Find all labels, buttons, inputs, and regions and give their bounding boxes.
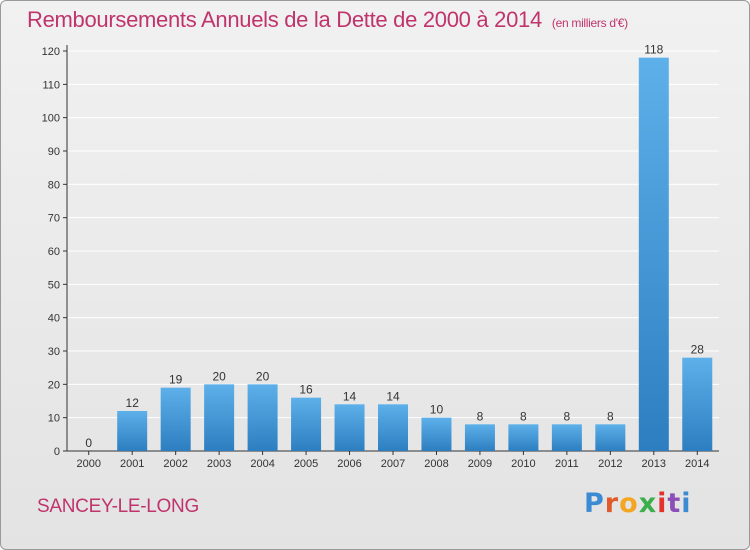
logo-letter: i	[657, 488, 668, 519]
x-tick-label-2007: 2007	[381, 458, 405, 470]
y-tick-label: 60	[48, 246, 60, 258]
bar-2014	[682, 357, 713, 451]
chart-title-text: Remboursements Annuels de la Dette de 20…	[27, 7, 542, 32]
logo-letter: x	[638, 488, 658, 519]
x-tick-label-2008: 2008	[424, 458, 448, 470]
y-tick-label: 100	[42, 113, 60, 125]
data-label-2001: 12	[126, 396, 140, 410]
bar-2012	[595, 424, 626, 451]
x-tick-label-2006: 2006	[337, 458, 361, 470]
x-tick-label-2001: 2001	[120, 458, 144, 470]
x-tick-label-2012: 2012	[598, 458, 622, 470]
x-tick-label-2009: 2009	[468, 458, 492, 470]
y-tick-label: 10	[48, 413, 60, 425]
data-label-2000: 0	[85, 436, 92, 450]
logo-letter: P	[584, 488, 605, 519]
x-tick-label-2011: 2011	[555, 458, 579, 470]
bar-2007	[378, 404, 408, 451]
bar-2006	[334, 404, 365, 451]
data-label-2004: 20	[256, 369, 270, 383]
data-label-2002: 19	[169, 373, 183, 387]
data-label-2014: 28	[691, 343, 705, 357]
logo-letter: r	[604, 488, 620, 519]
bar-2002	[160, 387, 191, 451]
y-tick-label: 80	[48, 179, 60, 191]
commune-name: SANCEY-LE-LONG	[37, 496, 199, 517]
data-label-2003: 20	[212, 369, 226, 383]
x-tick-label-2000: 2000	[76, 458, 100, 470]
y-tick-label: 40	[48, 313, 60, 325]
x-tick-label-2013: 2013	[642, 458, 666, 470]
y-tick-label: 110	[42, 79, 60, 91]
data-label-2007: 14	[386, 389, 400, 403]
logo-letter: t	[667, 488, 682, 519]
y-tick-label: 0	[54, 446, 60, 458]
data-label-2008: 10	[430, 403, 444, 417]
logo-letter: o	[619, 488, 639, 519]
x-tick-label-2014: 2014	[685, 458, 709, 470]
data-label-2013: 118	[644, 43, 663, 57]
bar-2013	[638, 57, 669, 452]
bar-2003	[204, 384, 235, 451]
x-tick-label-2004: 2004	[250, 458, 274, 470]
data-label-2012: 8	[607, 409, 614, 423]
bar-2004	[247, 384, 278, 451]
y-tick-label: 20	[48, 379, 60, 391]
y-tick-label: 30	[48, 346, 60, 358]
chart-subtitle: (en milliers d'€)	[551, 16, 628, 30]
data-label-2011: 8	[564, 409, 571, 423]
bar-2005	[291, 397, 322, 451]
y-tick-label: 120	[42, 46, 60, 58]
data-label-2010: 8	[520, 409, 527, 423]
bar-2011	[551, 424, 582, 451]
chart-title: Remboursements Annuels de la Dette de 20…	[27, 7, 628, 33]
bar-2001	[117, 411, 148, 451]
y-tick-label: 70	[48, 213, 60, 225]
logo-letter: i	[681, 488, 692, 519]
bar-2008	[421, 417, 452, 451]
y-tick-label: 50	[48, 279, 60, 291]
x-tick-label-2010: 2010	[511, 458, 535, 470]
proxiti-logo: Proxiti	[584, 488, 692, 519]
x-tick-label-2005: 2005	[294, 458, 318, 470]
data-label-2009: 8	[477, 409, 484, 423]
data-label-2005: 16	[299, 383, 313, 397]
bar-2009	[464, 424, 495, 451]
data-label-2006: 14	[343, 389, 357, 403]
x-tick-label-2003: 2003	[207, 458, 231, 470]
y-tick-label: 90	[48, 146, 60, 158]
x-tick-label-2002: 2002	[163, 458, 187, 470]
bar-2010	[508, 424, 539, 451]
